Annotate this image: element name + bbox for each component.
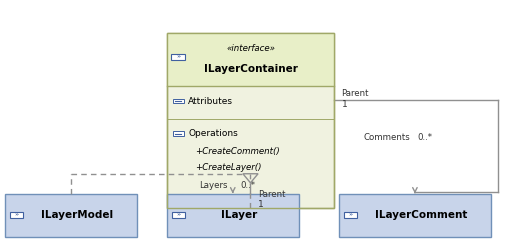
Bar <box>167 33 333 208</box>
Text: 1: 1 <box>341 100 346 109</box>
Text: 1: 1 <box>258 200 263 209</box>
Text: ILayerComment: ILayerComment <box>374 210 466 220</box>
Bar <box>171 54 185 60</box>
Bar <box>5 194 136 237</box>
Text: +CreateComment(): +CreateComment() <box>194 147 279 156</box>
Text: Attributes: Attributes <box>188 97 233 106</box>
Text: ILayerContainer: ILayerContainer <box>203 64 297 74</box>
Text: «interface»: «interface» <box>226 43 274 53</box>
Text: 0..*: 0..* <box>240 181 255 190</box>
Bar <box>10 212 23 218</box>
Bar <box>167 194 298 237</box>
Text: Parent: Parent <box>341 89 368 98</box>
Bar <box>167 33 333 208</box>
Bar <box>172 99 183 103</box>
Text: »: » <box>176 54 180 60</box>
Text: ILayerModel: ILayerModel <box>41 210 113 220</box>
Text: »: » <box>347 213 351 217</box>
Bar <box>172 131 183 136</box>
Text: »: » <box>14 213 18 217</box>
Text: Comments: Comments <box>363 133 409 142</box>
Text: »: » <box>176 213 180 217</box>
Bar <box>171 212 184 218</box>
Bar <box>338 194 490 237</box>
Text: 0..*: 0..* <box>417 133 432 142</box>
Text: ILayer: ILayer <box>220 210 257 220</box>
Text: +CreateLayer(): +CreateLayer() <box>194 163 261 172</box>
Text: Operations: Operations <box>188 129 237 138</box>
Text: Parent: Parent <box>258 190 285 199</box>
Text: Layers: Layers <box>199 181 227 190</box>
Bar <box>343 212 356 218</box>
Bar <box>167 33 333 86</box>
